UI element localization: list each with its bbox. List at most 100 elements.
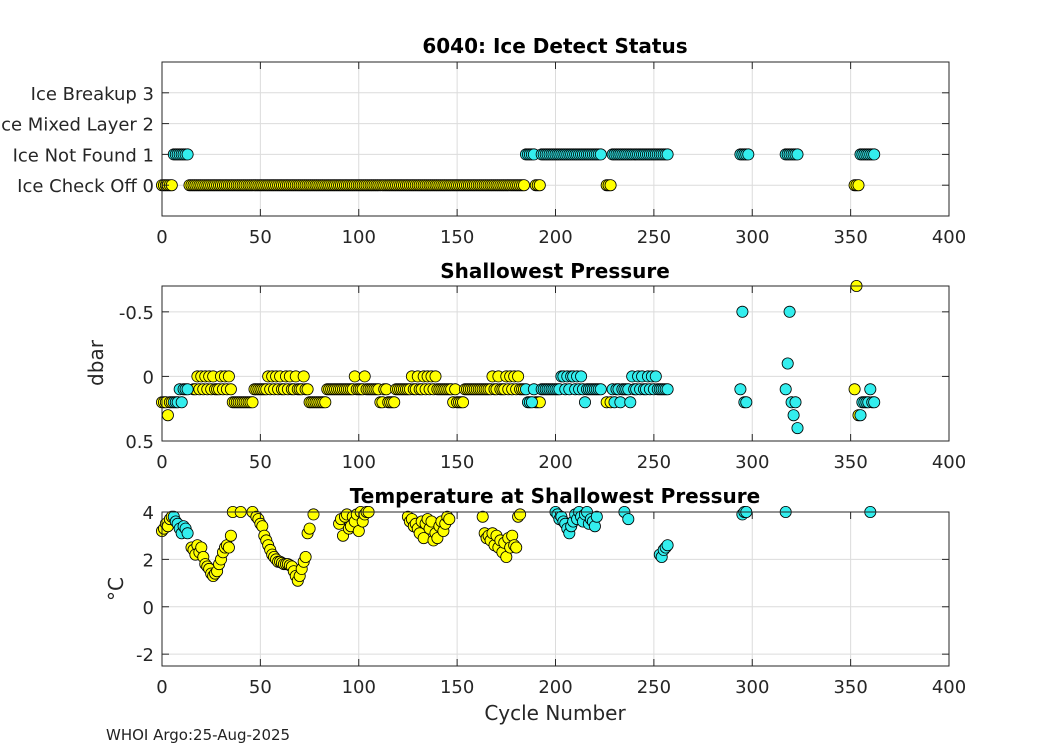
ice-xtick-label: 0 [156, 227, 167, 248]
pres-point-yellow [224, 383, 237, 396]
pres-point-cyan [781, 357, 794, 370]
ice-point-yellow [518, 179, 531, 192]
pres-marks [155, 279, 881, 435]
pres-point-cyan [787, 409, 800, 422]
ice-point-cyan [868, 148, 881, 161]
temp-marks [155, 505, 877, 587]
ice-point-cyan [594, 148, 607, 161]
pres-point-yellow [848, 383, 861, 396]
temp-ytick-label: 4 [143, 503, 154, 524]
pres-point-cyan [854, 409, 867, 422]
pres-point-cyan [181, 383, 194, 396]
temp-point-yellow [224, 529, 237, 542]
panel-ice-status: 0 50 100 150 200 250 300 350 400 Ice Check Off 0… [0, 34, 966, 248]
pres-xtick-label: 400 [932, 452, 966, 473]
pres-xtick-label: 300 [735, 452, 769, 473]
ice-point-cyan [742, 148, 755, 161]
pres-point-cyan [791, 422, 804, 435]
temp-grid [161, 511, 950, 666]
pres-x-axis: 0 50 100 150 200 250 300 350 400 [156, 286, 966, 473]
pres-point-cyan [579, 396, 592, 409]
temp-xtick-label: 150 [440, 677, 474, 698]
footer-separator: : [187, 726, 194, 744]
pres-point-yellow [161, 409, 174, 422]
ice-xtick-label: 250 [637, 227, 671, 248]
ice-ytick-label: Ice Breakup 3 [31, 84, 154, 105]
temp-ytick-label: 2 [143, 550, 154, 571]
pres-point-cyan [575, 370, 588, 383]
ice-ytick-label: Ice Not Found 1 [13, 145, 154, 166]
pres-point-yellow [246, 396, 259, 409]
temp-point-yellow [222, 541, 235, 554]
ice-point-yellow [604, 179, 617, 192]
pres-point-yellow [388, 396, 401, 409]
ice-x-axis: 0 50 100 150 200 250 300 350 400 [156, 62, 966, 248]
ice-point-cyan [661, 148, 674, 161]
pres-ytick-label: -0.5 [119, 303, 154, 324]
temp-x-axis: 0 50 100 150 200 250 300 350 400 [156, 512, 966, 698]
temp-xtick-label: 100 [342, 677, 376, 698]
pres-point-yellow [358, 370, 371, 383]
temp-title: Temperature at Shallowest Pressure [350, 484, 760, 508]
temp-xtick-label: 250 [637, 677, 671, 698]
pres-point-cyan [624, 396, 637, 409]
panel-shallowest-pressure: 0 50 100 150 200 250 300 350 400 -0.500.5 Shallo… [84, 259, 966, 473]
temp-xtick-label: 200 [538, 677, 572, 698]
pres-y-axis: -0.5 0 0.5 [119, 303, 949, 453]
ice-title: 6040: Ice Detect Status [422, 34, 687, 58]
temp-xtick-label: 400 [932, 677, 966, 698]
ice-xtick-label: 350 [833, 227, 867, 248]
ice-marks [155, 148, 881, 192]
temp-point-cyan [181, 527, 194, 540]
temp-point-yellow [303, 522, 316, 535]
pres-point-yellow [456, 396, 469, 409]
pres-ylabel: dbar [84, 339, 108, 386]
ice-xtick-label: 150 [440, 227, 474, 248]
pres-point-yellow [222, 370, 235, 383]
temp-xtick-label: 0 [156, 677, 167, 698]
ice-point-cyan [791, 148, 804, 161]
pres-point-cyan [734, 383, 747, 396]
temp-point-cyan [590, 510, 603, 523]
pres-point-cyan [779, 383, 792, 396]
pres-point-cyan [661, 383, 674, 396]
pres-xtick-label: 200 [538, 452, 572, 473]
temp-point-yellow [514, 508, 527, 521]
temp-ytick-label: -2 [136, 645, 154, 666]
pres-xtick-label: 250 [637, 452, 671, 473]
ice-xtick-label: 200 [538, 227, 572, 248]
pres-point-yellow [512, 370, 525, 383]
temp-xtick-label: 350 [833, 677, 867, 698]
pres-point-cyan [789, 396, 802, 409]
pres-point-yellow [301, 383, 314, 396]
ice-point-yellow [533, 179, 546, 192]
temp-point-yellow [443, 513, 456, 526]
footer-credit: WHOI Argo:25-Aug-2025 [106, 726, 290, 744]
pres-xtick-label: 150 [440, 452, 474, 473]
temp-point-yellow [510, 541, 523, 554]
temp-ytick-label: 0 [143, 598, 154, 619]
temp-point-cyan [661, 539, 674, 552]
pres-point-yellow [429, 370, 442, 383]
temp-xtick-label: 300 [735, 677, 769, 698]
pres-ytick-label: 0 [143, 367, 154, 388]
pres-point-cyan [868, 396, 881, 409]
pres-xtick-label: 350 [833, 452, 867, 473]
ice-xtick-label: 300 [735, 227, 769, 248]
footer-date: 25-Aug-2025 [193, 726, 291, 744]
pres-point-yellow [297, 370, 310, 383]
pres-point-yellow [319, 396, 332, 409]
ice-ytick-label: Ice Mixed Layer 2 [0, 115, 154, 136]
temp-point-cyan [622, 513, 635, 526]
pres-point-cyan [649, 370, 662, 383]
pres-title: Shallowest Pressure [440, 259, 670, 283]
temp-ylabel: °C [104, 577, 128, 601]
pres-point-cyan [736, 305, 749, 318]
ice-point-yellow [852, 179, 865, 192]
temp-point-yellow [476, 510, 489, 523]
pres-point-cyan [864, 383, 877, 396]
ice-xtick-label: 400 [932, 227, 966, 248]
pres-point-cyan [594, 383, 607, 396]
temp-point-yellow [307, 508, 320, 521]
